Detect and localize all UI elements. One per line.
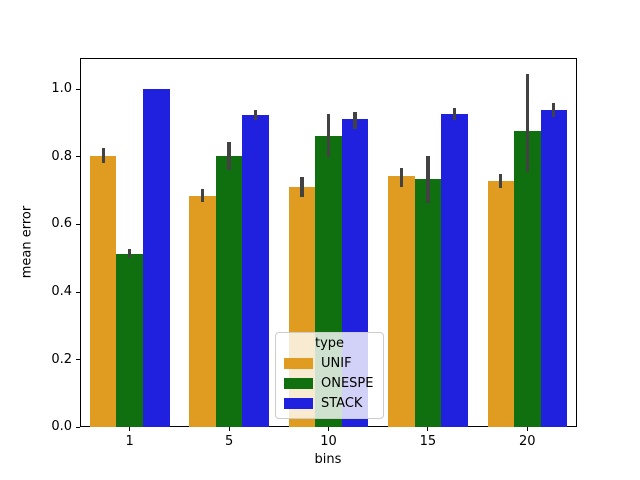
legend-swatch-unif bbox=[284, 357, 313, 369]
x-tickmark-10 bbox=[328, 427, 329, 431]
errorbar-unif-10 bbox=[300, 176, 304, 198]
bar-onespe-15 bbox=[414, 178, 442, 427]
errorbar-onespe-15 bbox=[426, 156, 430, 204]
x-tick-label-10: 10 bbox=[320, 434, 337, 449]
x-tickmark-15 bbox=[427, 427, 429, 431]
y-tickmark-0.0 bbox=[76, 426, 80, 428]
y-tickmark-0.8 bbox=[76, 156, 80, 158]
y-tick-label-1.0: 1.0 bbox=[51, 81, 72, 97]
legend-item-unif: UNIF bbox=[284, 353, 375, 373]
y-tick-label-0.8: 0.8 bbox=[51, 148, 72, 164]
x-tick-label-20: 20 bbox=[519, 434, 536, 449]
x-tickmark-20 bbox=[526, 427, 528, 431]
legend: type UNIF ONESPE STACK bbox=[275, 332, 384, 419]
errorbar-unif-15 bbox=[399, 167, 404, 187]
x-tick-label-5: 5 bbox=[224, 434, 234, 449]
bar-onespe-5 bbox=[215, 156, 243, 427]
legend-item-onespe: ONESPE bbox=[284, 373, 375, 393]
bar-unif-15 bbox=[388, 176, 415, 427]
y-tickmark-0.6 bbox=[76, 223, 80, 225]
legend-item-stack: STACK bbox=[284, 393, 375, 413]
errorbar-onespe-5 bbox=[227, 142, 231, 171]
bar-stack-20 bbox=[540, 110, 568, 427]
errorbar-stack-10 bbox=[353, 112, 357, 129]
y-tickmark-1.0 bbox=[76, 88, 80, 90]
y-tick-label-0.6: 0.6 bbox=[51, 216, 72, 232]
x-axis-label: bins bbox=[314, 452, 342, 467]
legend-label-unif: UNIF bbox=[321, 355, 352, 371]
x-tickmark-5 bbox=[228, 427, 230, 431]
legend-title: type bbox=[314, 336, 345, 351]
x-tick-label-1: 1 bbox=[125, 434, 134, 449]
legend-label-onespe: ONESPE bbox=[321, 375, 374, 391]
errorbar-unif-1 bbox=[101, 148, 105, 164]
bar-unif-20 bbox=[487, 180, 514, 427]
legend-label-stack: STACK bbox=[321, 395, 363, 411]
x-tick-label-15: 15 bbox=[419, 434, 437, 449]
bar-onespe-20 bbox=[514, 130, 541, 427]
y-tickmark-0.2 bbox=[76, 359, 80, 360]
y-axis-label: mean error bbox=[19, 205, 35, 279]
bar-onespe-1 bbox=[116, 253, 143, 427]
bar-stack-15 bbox=[441, 113, 468, 427]
errorbar-onespe-20 bbox=[525, 74, 529, 173]
bar-stack-5 bbox=[242, 115, 269, 427]
errorbar-onespe-10 bbox=[326, 114, 331, 157]
errorbar-unif-20 bbox=[499, 174, 503, 188]
bar-unif-1 bbox=[89, 156, 117, 427]
errorbar-unif-5 bbox=[200, 189, 205, 202]
errorbar-stack-5 bbox=[253, 110, 258, 121]
errorbar-stack-15 bbox=[452, 107, 457, 121]
y-tick-label-0.2: 0.2 bbox=[51, 351, 72, 367]
y-tick-label-0.0: 0.0 bbox=[51, 419, 72, 434]
legend-swatch-stack bbox=[284, 397, 313, 409]
bar-stack-1 bbox=[143, 89, 170, 427]
x-tickmark-1 bbox=[129, 427, 131, 431]
errorbar-stack-20 bbox=[552, 102, 556, 118]
legend-swatch-onespe bbox=[284, 377, 313, 389]
errorbar-onespe-1 bbox=[128, 248, 132, 259]
y-tickmark-0.4 bbox=[76, 291, 80, 293]
y-tick-label-0.4: 0.4 bbox=[51, 284, 72, 299]
bar-unif-5 bbox=[189, 196, 216, 427]
